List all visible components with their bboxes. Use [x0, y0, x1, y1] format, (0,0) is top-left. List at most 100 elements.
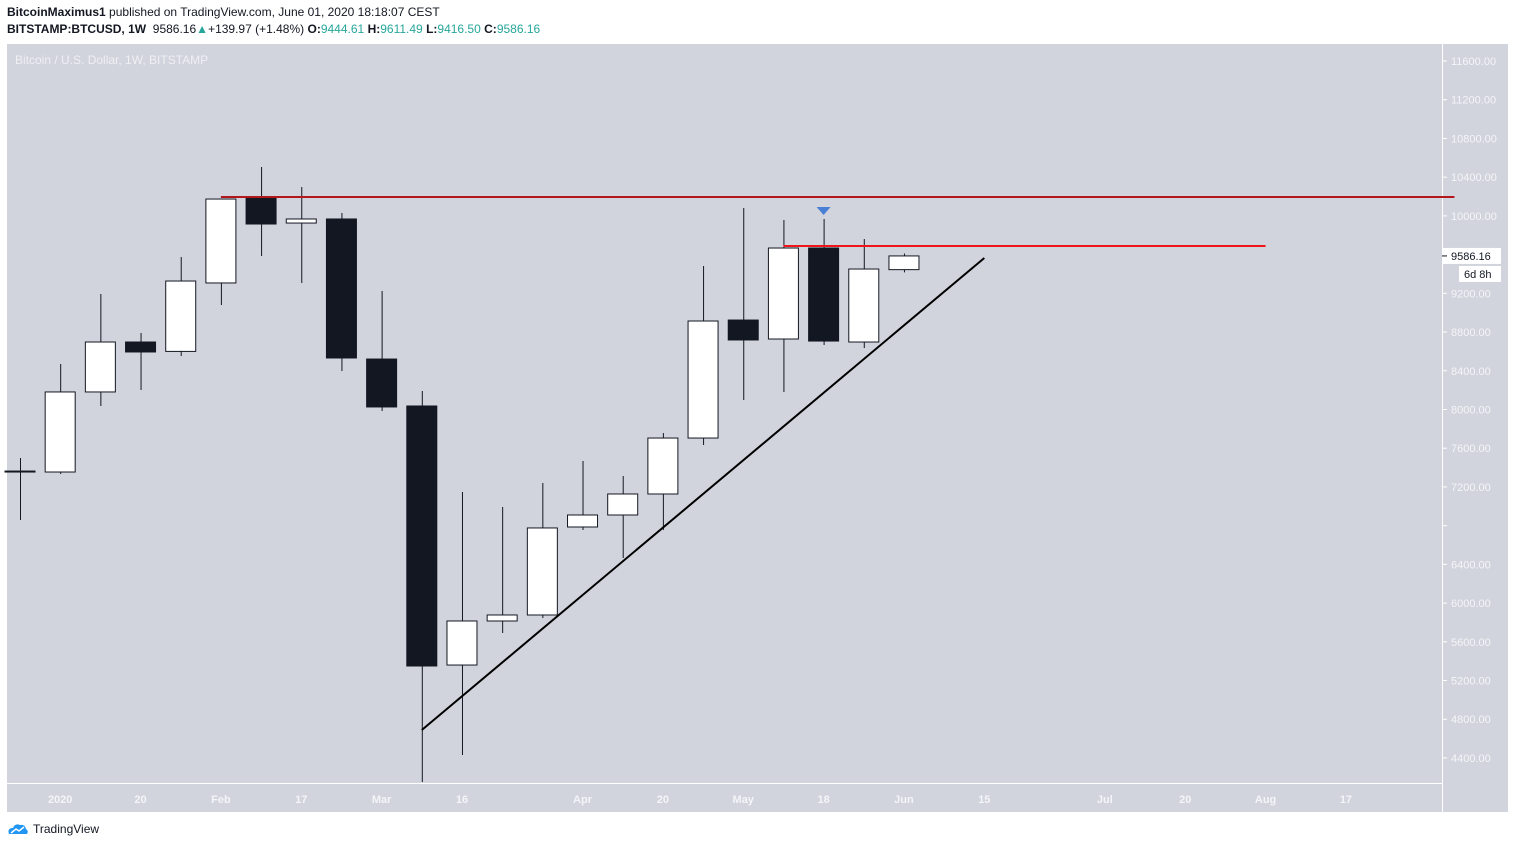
x-tick-label: 20: [1179, 794, 1191, 806]
x-tick-label: 17: [1340, 794, 1352, 806]
author[interactable]: BitcoinMaximus1: [7, 5, 106, 19]
time-axis: [7, 783, 1442, 812]
y-tick-label: 5200.00: [1451, 676, 1491, 688]
tradingview-cloud-icon: [8, 824, 28, 834]
candle: [165, 257, 197, 357]
candle: [446, 491, 478, 755]
candle: [888, 253, 920, 273]
candle-body: [808, 247, 840, 342]
candle-body: [727, 319, 759, 341]
ohlc-legend: BITSTAMP:BTCUSD, 1W 9586.16▲+139.97 (+1.…: [7, 22, 540, 36]
candle-body: [205, 198, 237, 284]
y-tick-label: 7200.00: [1451, 482, 1491, 494]
candle: [767, 220, 799, 392]
candle-body: [767, 247, 799, 340]
candle-body: [406, 405, 438, 667]
close-label: C:: [484, 22, 497, 36]
candle-body: [84, 341, 116, 393]
signal-marker-icon: [816, 207, 831, 216]
x-tick-label: May: [733, 794, 755, 806]
y-tick-label: 8800.00: [1451, 327, 1491, 339]
y-tick-label: 8000.00: [1451, 404, 1491, 416]
candle: [125, 333, 157, 391]
price-axis: [1442, 44, 1508, 812]
candle-body: [526, 527, 558, 616]
close-value: 9586.16: [496, 22, 541, 36]
candle-body: [125, 341, 157, 353]
plot-area: [7, 44, 1442, 783]
x-tick-label: Aug: [1255, 794, 1276, 806]
y-tick-label: 5600.00: [1451, 637, 1491, 649]
y-tick-label: 4400.00: [1451, 753, 1491, 765]
countdown-tag: [1459, 265, 1501, 282]
x-tick-label: Jul: [1097, 794, 1113, 806]
x-tick-label: 20: [657, 794, 669, 806]
candle: [245, 166, 277, 256]
open-label: O:: [307, 22, 321, 36]
tradingview-logo[interactable]: TradingView: [7, 822, 99, 836]
candle: [205, 198, 237, 306]
candle: [567, 460, 599, 530]
candle: [366, 290, 398, 412]
trendline-line: [421, 257, 985, 731]
candle: [808, 218, 840, 346]
candle-body: [4, 470, 36, 473]
candle-body: [325, 218, 357, 359]
published-text: published on TradingView.com, June 01, 2…: [109, 5, 440, 19]
up-arrow-icon: ▲: [196, 22, 209, 36]
low-value: 9416.50: [437, 22, 481, 36]
candle-body: [567, 514, 599, 528]
candle-body: [607, 493, 639, 516]
candle: [285, 187, 317, 283]
candle: [84, 293, 116, 406]
candle-body: [446, 620, 478, 666]
y-tick-label: 11200.00: [1451, 95, 1496, 107]
candle-body: [44, 391, 76, 473]
countdown-label: 6d 8h: [1464, 269, 1492, 281]
candle-body: [888, 255, 920, 271]
candle: [486, 506, 518, 633]
y-tick-label: 10000.00: [1451, 211, 1497, 223]
candle-body: [245, 196, 277, 225]
x-tick-label: 2020: [48, 794, 72, 806]
y-tick-label: 9200.00: [1451, 288, 1491, 300]
candle: [526, 483, 558, 618]
high-value: 9611.49: [380, 22, 423, 36]
candle: [4, 457, 36, 521]
y-tick-label: 6000.00: [1451, 598, 1491, 610]
candle-body: [687, 320, 719, 439]
candle: [647, 433, 679, 530]
current-price-label: 9586.16: [1451, 251, 1491, 263]
candle-body: [647, 437, 679, 495]
y-tick-label: 10400.00: [1451, 172, 1497, 184]
candle-body: [165, 280, 197, 352]
candle-body: [486, 614, 518, 622]
x-tick-label: 20: [134, 794, 146, 806]
y-tick-label: 6400.00: [1451, 559, 1491, 571]
x-tick-label: Mar: [372, 794, 392, 806]
candle: [325, 212, 357, 371]
candle: [607, 475, 639, 558]
y-tick-label: 10800.00: [1451, 133, 1497, 145]
y-tick-label: 7600.00: [1451, 443, 1491, 455]
x-tick-label: Apr: [573, 794, 593, 806]
candle: [406, 390, 438, 782]
candle-body: [285, 218, 317, 224]
x-tick-label: 17: [295, 794, 307, 806]
publish-info: BitcoinMaximus1 published on TradingView…: [7, 5, 440, 19]
high-label: H:: [367, 22, 381, 36]
candle-body: [848, 268, 880, 343]
x-tick-label: Jun: [894, 794, 914, 806]
brand-name: TradingView: [33, 822, 100, 836]
candle: [687, 266, 719, 446]
open-value: 9444.61: [320, 22, 365, 36]
x-tick-label: 18: [817, 794, 829, 806]
y-tick-label: 8400.00: [1451, 366, 1491, 378]
current-price-tag: [1443, 247, 1501, 264]
x-tick-label: 16: [456, 794, 468, 806]
y-tick-label: 4800.00: [1451, 714, 1491, 726]
x-tick-label: 15: [978, 794, 990, 806]
symbol: BITSTAMP:BTCUSD, 1W: [7, 22, 147, 36]
x-tick-label: Feb: [211, 794, 231, 806]
